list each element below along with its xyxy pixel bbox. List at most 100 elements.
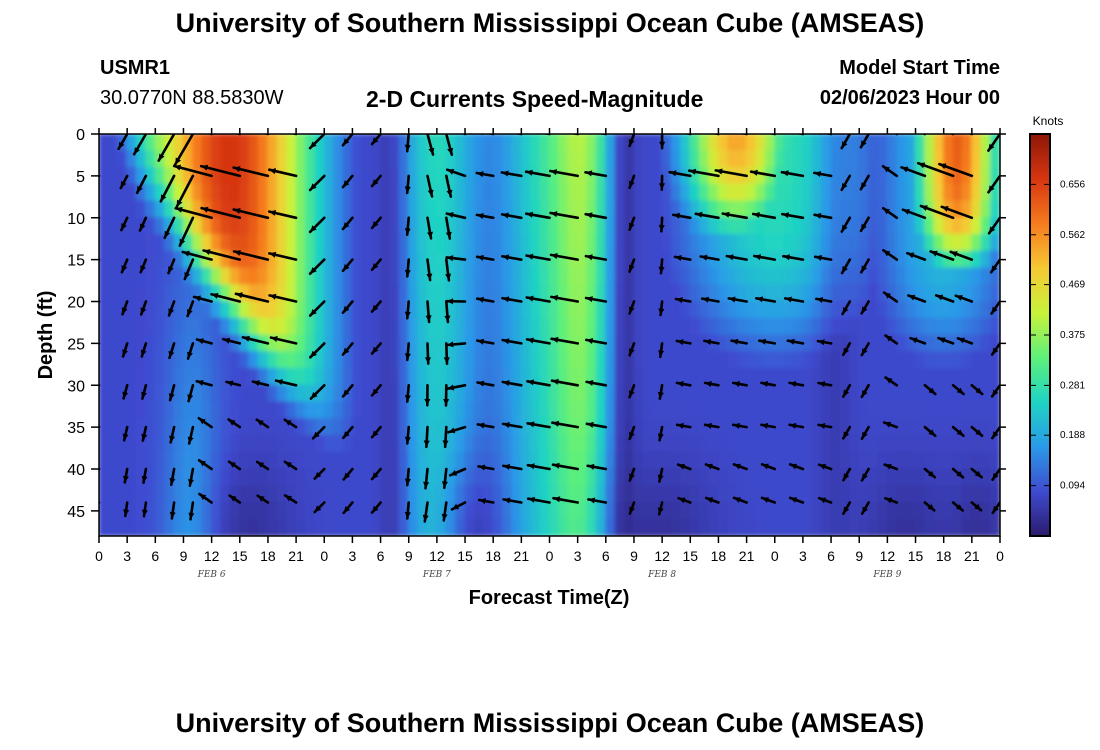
heatmap-cell	[811, 451, 823, 470]
heatmap-cell	[764, 284, 776, 303]
heatmap-cell	[483, 300, 494, 319]
heatmap-cell	[267, 468, 278, 487]
heatmap-cell	[464, 401, 476, 420]
heatmap-cell	[520, 468, 532, 487]
heatmap-cell	[792, 401, 804, 420]
heatmap-cell	[727, 418, 738, 437]
heatmap-cell	[483, 384, 494, 403]
heatmap-cell	[990, 166, 1000, 185]
date-label: FEB 9	[872, 570, 901, 580]
heatmap-cell	[858, 434, 870, 453]
heatmap-cell	[117, 518, 128, 536]
heatmap-cell	[577, 250, 588, 269]
heatmap-cell	[239, 367, 250, 386]
heatmap-cell	[389, 284, 400, 303]
heatmap-cell	[764, 401, 776, 420]
current-vector	[817, 496, 833, 504]
heatmap-cell	[736, 134, 748, 152]
heatmap-cell	[361, 367, 372, 386]
heatmap-cell	[661, 468, 673, 487]
current-vector	[342, 501, 354, 515]
current-vector	[120, 258, 129, 274]
heatmap-cell	[483, 134, 494, 152]
heatmap-cell	[520, 401, 532, 420]
current-vector	[990, 425, 1000, 440]
heatmap-cell	[314, 401, 325, 420]
heatmap-cell	[145, 134, 156, 152]
heatmap-cell	[445, 501, 457, 520]
x-tick-label: 12	[880, 548, 896, 564]
heatmap-cell	[417, 284, 429, 303]
heatmap-cell	[811, 300, 823, 319]
heatmap-cell	[436, 233, 447, 252]
heatmap-cell	[642, 317, 654, 336]
heatmap-cell	[905, 401, 917, 420]
heatmap-cell	[520, 485, 532, 504]
heatmap-cell	[792, 233, 804, 252]
heatmap-cell	[304, 183, 316, 202]
heatmap-cell	[971, 250, 982, 269]
heatmap-cell	[886, 418, 898, 437]
heatmap-cell	[943, 485, 954, 504]
x-tick-label: 0	[95, 548, 103, 564]
current-vector	[884, 376, 899, 387]
heatmap-cell	[342, 451, 354, 470]
heatmap-cell	[182, 351, 194, 370]
heatmap-cell	[342, 250, 354, 269]
heatmap-cell	[961, 166, 973, 185]
heatmap-cell	[511, 451, 522, 470]
current-vector	[549, 211, 580, 220]
heatmap-cell	[483, 200, 494, 219]
heatmap-cell	[361, 434, 372, 453]
heatmap-cell	[586, 367, 598, 386]
heatmap-cell	[858, 284, 870, 303]
heatmap-cell	[633, 501, 644, 520]
heatmap-cell	[670, 351, 682, 370]
heatmap-cell	[680, 351, 691, 370]
heatmap-cell	[924, 451, 935, 470]
heatmap-cell	[351, 384, 363, 403]
heatmap-cell	[783, 351, 795, 370]
current-vector	[426, 216, 433, 240]
heatmap-cell	[980, 200, 992, 219]
heatmap-cell	[933, 401, 945, 420]
heatmap-cell	[868, 384, 879, 403]
heatmap-cell	[774, 134, 785, 152]
heatmap-cell	[464, 250, 476, 269]
heatmap-cell	[145, 468, 156, 487]
heatmap-cell	[492, 267, 504, 286]
heatmap-cell	[117, 451, 128, 470]
heatmap-cell	[961, 434, 973, 453]
heatmap-cell	[211, 217, 222, 236]
heatmap-cell	[689, 434, 701, 453]
heatmap-cell	[530, 233, 541, 252]
heatmap-cell	[764, 485, 776, 504]
heatmap-cell	[389, 334, 400, 353]
heatmap-cell	[436, 468, 447, 487]
heatmap-cell	[192, 351, 203, 370]
heatmap-cell	[145, 418, 156, 437]
heatmap-cell	[445, 451, 457, 470]
heatmap-cell	[501, 183, 513, 202]
heatmap-cell	[530, 367, 541, 386]
heatmap-cell	[764, 134, 776, 152]
heatmap-cell	[567, 134, 579, 152]
heatmap-cell	[436, 401, 447, 420]
heatmap-cell	[680, 384, 691, 403]
current-vector	[841, 425, 852, 440]
heatmap-cell	[783, 367, 795, 386]
x-tick-label: 6	[827, 548, 835, 564]
heatmap-cell	[952, 351, 964, 370]
heatmap-cell	[623, 518, 635, 536]
heatmap-cell	[614, 134, 626, 152]
current-vector	[186, 342, 195, 360]
heatmap-cell	[699, 183, 710, 202]
heatmap-cell	[868, 200, 879, 219]
current-vector	[584, 296, 608, 303]
heatmap-cell	[905, 200, 917, 219]
heatmap-cell	[239, 434, 250, 453]
current-vector	[228, 494, 242, 504]
heatmap-cell	[145, 384, 156, 403]
heatmap-cell	[727, 300, 738, 319]
heatmap-cell	[802, 468, 813, 487]
